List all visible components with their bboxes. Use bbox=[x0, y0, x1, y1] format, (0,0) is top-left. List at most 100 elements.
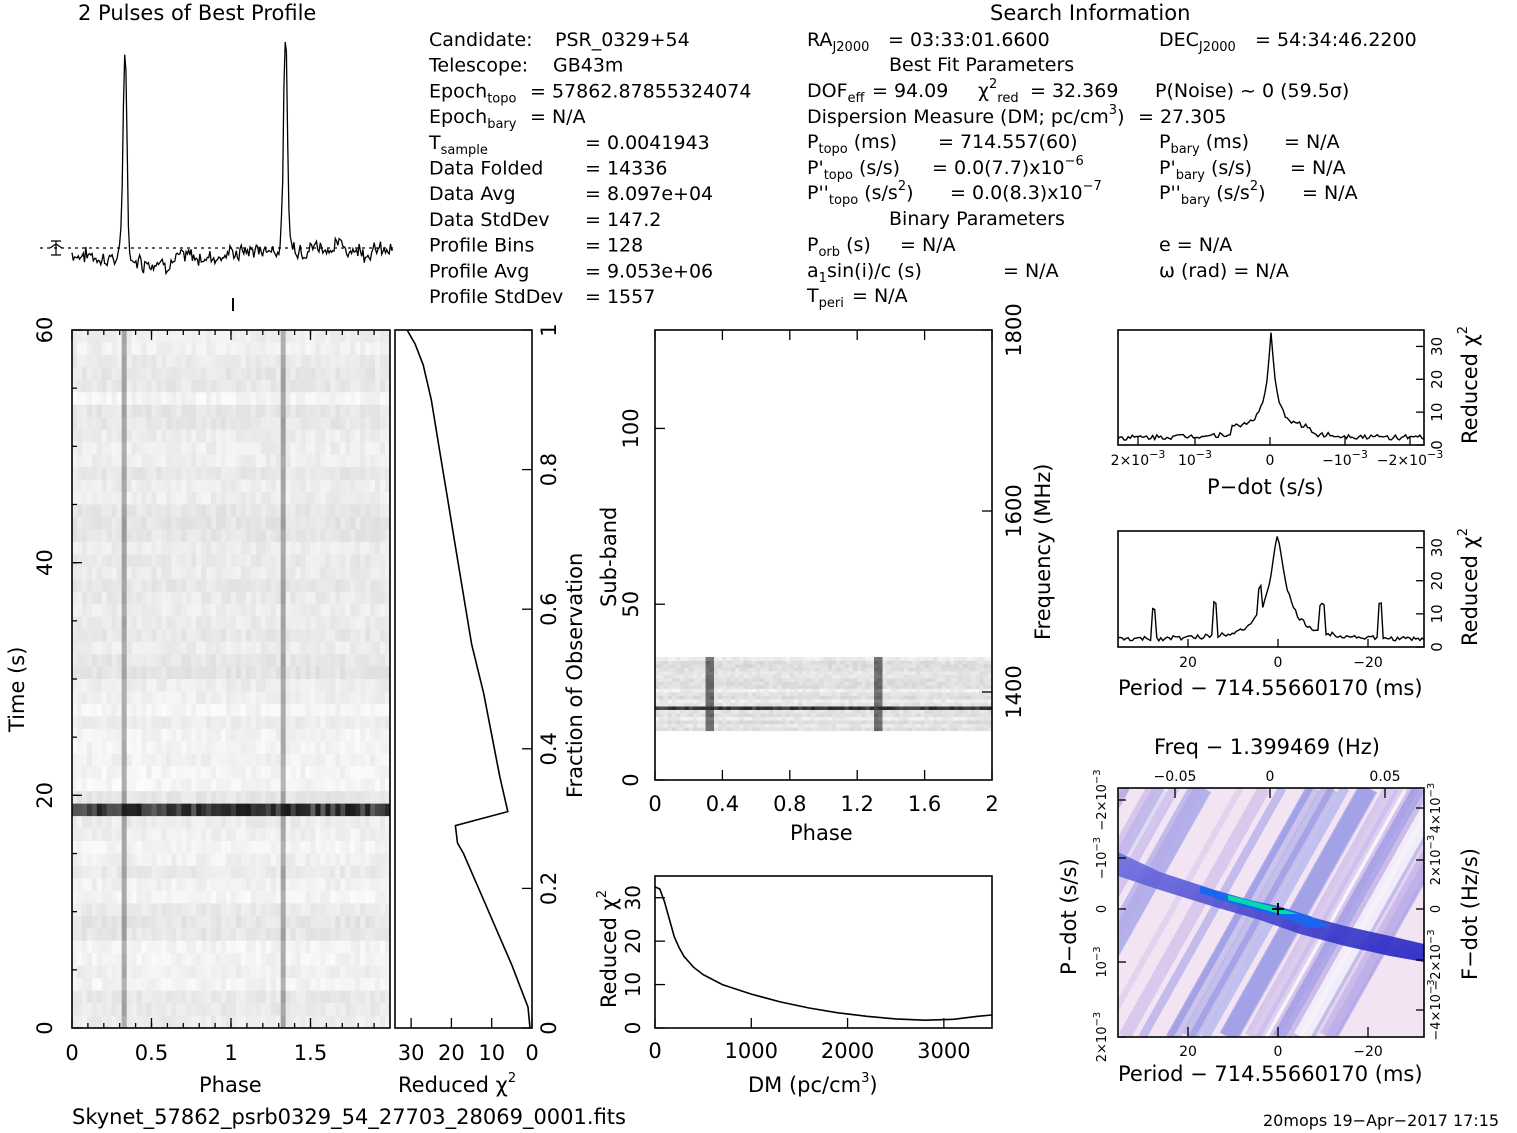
dm-xticklabel-0: 0 bbox=[648, 1039, 661, 1063]
ra-label: RAJ2000 bbox=[807, 29, 869, 55]
sb-xticklabel-0: 0 bbox=[648, 792, 661, 816]
pp-xticklabel-0: 20 bbox=[1179, 1044, 1197, 1060]
info-value-3: = N/A bbox=[530, 106, 586, 128]
dec-label: DECJ2000 bbox=[1159, 29, 1236, 55]
tp-xticklabel-3: 1.5 bbox=[294, 1041, 327, 1065]
time-phase-panel: 0 0.5 1 1.5 0 20 40 60 Phase Time (s) bbox=[5, 298, 391, 1097]
chi2-fraction-line bbox=[406, 329, 531, 1029]
pdot-ylabel: Reduced χ2 bbox=[1456, 326, 1482, 444]
pp-yticklabel-2: 0 bbox=[1095, 905, 1110, 913]
pddtopo-label: P''topo (s/s2) bbox=[807, 179, 914, 208]
period-ylabel: Reduced χ2 bbox=[1456, 528, 1482, 646]
best-fit-title: Best Fit Parameters bbox=[889, 54, 1074, 76]
period-xlabel: Period − 714.55660170 (ms) bbox=[1118, 676, 1423, 700]
pp-y2ticklabel-3: 2×10−3 bbox=[1426, 835, 1444, 885]
pdot-curve-xticklabel-1: 10−3 bbox=[1178, 448, 1212, 469]
pbary-label: Pbary (ms) bbox=[1159, 131, 1249, 157]
cf-yticklabel-1: 0.2 bbox=[537, 872, 561, 905]
pp-yticklabel-4: −2×10−3 bbox=[1092, 769, 1110, 830]
dm-label: Dispersion Measure (DM; pc/cm3) bbox=[807, 103, 1125, 128]
period-curve-yticklabel-0: 0 bbox=[1428, 642, 1446, 652]
chi2-fraction-xlabel: Reduced χ2 bbox=[398, 1071, 516, 1097]
info-label-8: Profile Bins bbox=[429, 235, 534, 257]
a1-label: a1sin(i)/c (s) bbox=[807, 260, 922, 286]
cf-yticklabel-0: 0 bbox=[537, 1021, 561, 1034]
chi2-fraction-panel: 30 20 10 0 0 0.2 0.4 0.6 0.8 1 Reduced χ2 Fractio… bbox=[394, 323, 587, 1097]
pdot-ticks: 0 10 20 30 2×10−3 10−3 0 −10−3 −2×10−3 bbox=[1111, 337, 1446, 469]
pddbary-label: P''bary (s/s2) bbox=[1159, 179, 1266, 208]
info-left-column: Candidate: PSR_0329+54 Telescope: GB43m Epoc… bbox=[428, 29, 751, 308]
dm-frame bbox=[654, 875, 993, 1029]
cf-yticklabel-5: 1 bbox=[537, 323, 561, 336]
period-curve-yticklabel-2: 20 bbox=[1428, 571, 1446, 590]
tp-xticklabel-2: 1 bbox=[224, 1041, 237, 1065]
sb-xticklabel-4: 1.6 bbox=[908, 792, 941, 816]
pdot-curve-xticklabel-2: 0 bbox=[1266, 453, 1275, 469]
info-label-4: Tsample bbox=[428, 132, 488, 158]
pdbary-value: = N/A bbox=[1290, 157, 1346, 179]
pdot-frame bbox=[1117, 329, 1425, 446]
pdot-curve-xticklabel-0: 2×10−3 bbox=[1111, 448, 1166, 469]
chi2-fraction-ylabel: Fraction of Observation bbox=[563, 553, 587, 798]
chi2-label: χ2red bbox=[978, 77, 1019, 106]
pp-yticklabel-0: 2×10−3 bbox=[1092, 1012, 1110, 1062]
subband-xlabel: Phase bbox=[790, 821, 853, 845]
cf-yticklabel-3: 0.6 bbox=[537, 592, 561, 625]
info-label-9: Profile Avg bbox=[429, 260, 529, 282]
info-value-2: = 57862.87855324074 bbox=[530, 80, 751, 102]
tperi-value: = N/A bbox=[852, 285, 908, 307]
sb-y2ticklabel-1: 1600 bbox=[1002, 484, 1026, 537]
sb-xticklabel-2: 0.8 bbox=[773, 792, 806, 816]
period-curve-yticklabel-3: 30 bbox=[1428, 538, 1446, 557]
porb-value: = N/A bbox=[900, 234, 956, 256]
dof-label: DOFeff bbox=[807, 80, 866, 106]
info-label-6: Data Avg bbox=[429, 183, 516, 205]
info-value-9: = 9.053e+06 bbox=[585, 260, 713, 282]
ppdot-ylabel: P−dot (s/s) bbox=[1057, 858, 1081, 975]
sb-xticklabel-3: 1.2 bbox=[840, 792, 873, 816]
dm-yticklabel-2: 20 bbox=[621, 928, 645, 953]
tp-yticklabel-1: 20 bbox=[33, 782, 57, 809]
pdot-xlabel: P−dot (s/s) bbox=[1207, 475, 1324, 499]
dm-xticklabel-2: 2000 bbox=[821, 1039, 874, 1063]
ppdot-best-marker bbox=[1272, 903, 1284, 915]
sb-xticklabel-1: 0.4 bbox=[706, 792, 739, 816]
omega: ω (rad) = N/A bbox=[1159, 260, 1289, 282]
tp-xticklabel-1: 0.5 bbox=[135, 1041, 168, 1065]
subband-ylabel: Sub-band bbox=[597, 507, 621, 607]
period-curve-xticklabel-2: −20 bbox=[1353, 655, 1383, 671]
info-value-4: = 0.0041943 bbox=[585, 132, 710, 154]
pp-x2ticklabel-0: −0.05 bbox=[1154, 769, 1197, 785]
dm-yticklabel-1: 10 bbox=[621, 972, 645, 997]
period-panel: 0 10 20 30 20 0 −20 Period − 714.55660170 (ms)… bbox=[1117, 528, 1482, 700]
period-curve-xticklabel-1: 0 bbox=[1274, 655, 1283, 671]
cf-yticklabel-2: 0.4 bbox=[537, 732, 561, 765]
tp-yticklabel-2: 40 bbox=[33, 549, 57, 576]
info-label-1: Telescope: bbox=[428, 55, 528, 77]
info-value-8: = 128 bbox=[585, 235, 643, 257]
period-curve-yticklabel-1: 10 bbox=[1428, 604, 1446, 623]
pdot-curve-yticklabel-1: 10 bbox=[1428, 403, 1446, 422]
subband-image bbox=[655, 656, 993, 732]
subband-y2label: Frequency (MHz) bbox=[1031, 464, 1055, 640]
pp-yticklabel-3: −10−3 bbox=[1092, 837, 1110, 879]
pdot-curve-xticklabel-3: −10−3 bbox=[1322, 448, 1368, 469]
pdot-curve-line bbox=[1117, 332, 1425, 441]
profile-panel: 2 Pulses of Best Profile bbox=[40, 1, 395, 276]
chi2-fraction-ticks: 30 20 10 0 0 0.2 0.4 0.6 0.8 1 bbox=[398, 323, 561, 1065]
time-phase-ylabel: Time (s) bbox=[5, 647, 29, 733]
sb-y2ticklabel-2: 1800 bbox=[1002, 303, 1026, 356]
info-value-7: = 147.2 bbox=[585, 209, 661, 231]
ptopo-label: Ptopo (ms) bbox=[807, 131, 897, 157]
sb-xticklabel-5: 2 bbox=[985, 792, 998, 816]
pdot-curve-yticklabel-3: 30 bbox=[1428, 337, 1446, 356]
chi2-value: = 32.369 bbox=[1030, 80, 1118, 102]
dm-panel: 0 1000 2000 3000 0 10 20 30 DM (pc/cm3) Reduced… bbox=[595, 875, 993, 1097]
chi2-fraction-frame bbox=[394, 329, 533, 1029]
footer-filename: Skynet_57862_psrb0329_54_27703_28069_000… bbox=[72, 1105, 626, 1130]
ra-value: = 03:33:01.6600 bbox=[888, 29, 1050, 51]
info-value-6: = 8.097e+04 bbox=[585, 183, 713, 205]
cf-xticklabel-3: 0 bbox=[525, 1041, 538, 1065]
pnoise: P(Noise) ~ 0 (59.5σ) bbox=[1155, 80, 1349, 102]
footer-stamp: 20mops 19−Apr−2017 17:15 bbox=[1263, 1111, 1499, 1130]
